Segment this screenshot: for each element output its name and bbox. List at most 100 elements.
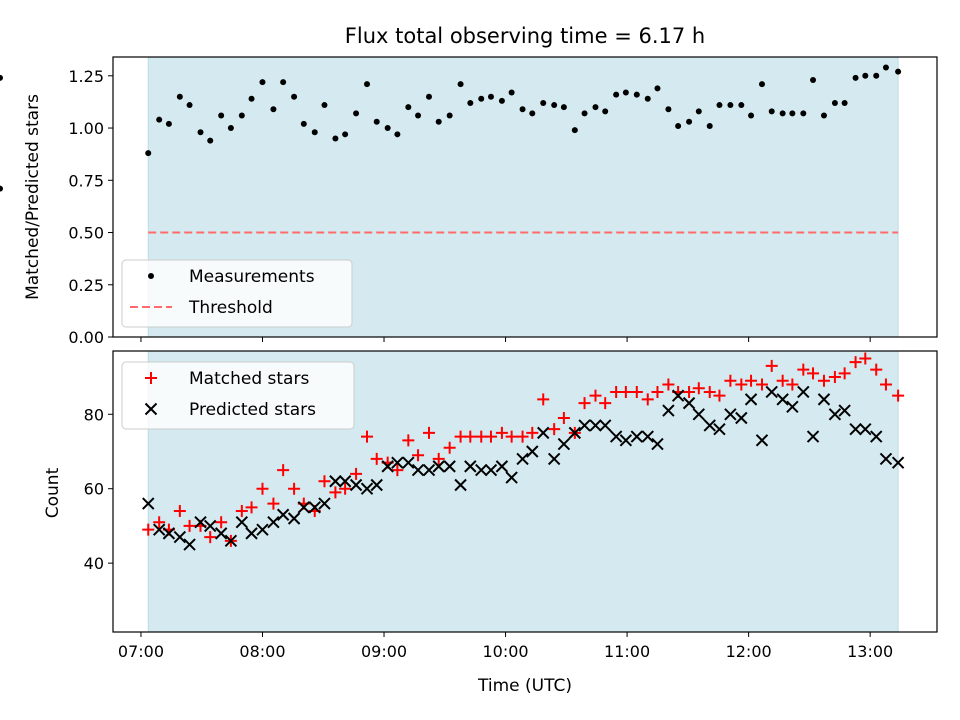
predicted-star-point [662, 404, 675, 417]
predicted-star-point [495, 460, 509, 473]
measurement-point [300, 120, 307, 127]
predicted-star-point [713, 422, 726, 436]
y-tick-label: 1.25 [68, 67, 104, 86]
predicted-star-point [287, 512, 301, 525]
predicted-star-point [183, 538, 196, 551]
matched-star-point [745, 374, 758, 387]
measurement-point [270, 106, 277, 113]
measurement-point [467, 99, 474, 106]
matched-star-point [703, 385, 716, 398]
predicted-star-point [432, 460, 445, 473]
measurement-point [882, 64, 889, 71]
predicted-star-point [422, 463, 436, 477]
y-tick-label: 0.00 [68, 328, 104, 347]
matched-star-point [153, 516, 166, 529]
predicted-star-point [173, 530, 187, 544]
measurement-point [675, 122, 682, 129]
predicted-star-point [537, 426, 550, 440]
matched-star-point [204, 531, 217, 544]
predicted-star-point [651, 437, 664, 451]
measurement-point [841, 99, 848, 106]
measurement-point [259, 79, 266, 86]
predicted-star-point [703, 419, 716, 432]
matched-star-point [422, 426, 435, 439]
predicted-star-point [765, 385, 778, 399]
matched-star-point [432, 452, 445, 465]
matched-star-point [267, 497, 280, 510]
predicted-star-point [142, 497, 155, 510]
matched-star-point [870, 363, 883, 376]
measurement-point [768, 108, 775, 115]
measurement-point [779, 110, 786, 117]
predicted-star-point [828, 408, 842, 421]
predicted-star-point [755, 434, 769, 447]
predicted-star-point [619, 434, 633, 447]
predicted-star-point [630, 430, 644, 443]
top-panel: 0.00 0.25 0.50 0.75 1.00 1.25 Measurements Thre… [0, 56, 938, 347]
measurement-point [373, 118, 380, 125]
predicted-star-point [859, 422, 872, 436]
matched-star-point [350, 467, 363, 480]
measurement-point [227, 125, 234, 132]
measurement-point [291, 93, 298, 100]
measurement-point [686, 118, 693, 125]
predicted-star-point [891, 456, 905, 469]
y-tick-label: 1.00 [68, 119, 104, 138]
predicted-star-point [338, 475, 352, 488]
x-tick-label: 08:00 [239, 642, 285, 661]
matched-star-point [807, 367, 820, 380]
measurement-point [353, 110, 360, 117]
predicted-star-point [776, 393, 789, 406]
legend-matched-marker [145, 372, 157, 384]
legend-label: Matched stars [189, 369, 309, 389]
axes-frame [112, 56, 938, 338]
measurement-point [384, 125, 391, 132]
matched-star-point [245, 501, 258, 514]
y-tick-label: 80 [84, 405, 104, 424]
measurement-point [176, 93, 183, 100]
matched-star-point [892, 389, 905, 402]
predicted-star-point [370, 478, 383, 492]
matched-star-point [412, 449, 425, 462]
matched-star-point [505, 430, 518, 443]
measurement-point [498, 97, 505, 104]
matched-star-point [838, 367, 851, 380]
predicted-star-point [484, 463, 498, 477]
measurement-point [789, 110, 796, 117]
predicted-star-point [318, 497, 331, 510]
matched-star-point [589, 389, 602, 402]
measurement-point [218, 112, 225, 119]
measurement-point [738, 102, 745, 109]
predicted-star-point [682, 396, 696, 410]
matched-star-point [329, 486, 342, 499]
legend-predicted-marker [144, 402, 158, 416]
measurement-point [622, 89, 629, 96]
matched-star-point [370, 452, 383, 465]
legend-label: Predicted stars [189, 400, 316, 420]
matched-star-point [735, 378, 748, 391]
predicted-star-point [589, 419, 602, 432]
y-tick-label: 0.75 [68, 171, 104, 190]
measurement-point [435, 118, 442, 125]
matched-star-point [879, 378, 892, 391]
matched-star-point [235, 505, 248, 518]
predicted-star-point [797, 385, 810, 399]
measurement-point [644, 95, 651, 102]
x-tick-label: 13:00 [847, 642, 893, 661]
predicted-star-point [870, 430, 883, 443]
measurement-point [571, 127, 578, 134]
measurement-point [706, 122, 713, 129]
predicted-star-point [152, 523, 166, 536]
predicted-star-point [162, 527, 176, 540]
matched-star-point [578, 397, 591, 410]
matched-star-point [859, 352, 872, 365]
measurement-point [405, 104, 412, 111]
y-tick-label: 0.25 [68, 276, 104, 295]
matched-star-point [443, 441, 456, 454]
predicted-star-point [817, 393, 831, 406]
measurement-point [560, 104, 567, 111]
measurement-point [364, 81, 371, 88]
predicted-star-point [879, 452, 893, 466]
predicted-star-point [609, 430, 623, 443]
measurement-point [873, 72, 880, 79]
